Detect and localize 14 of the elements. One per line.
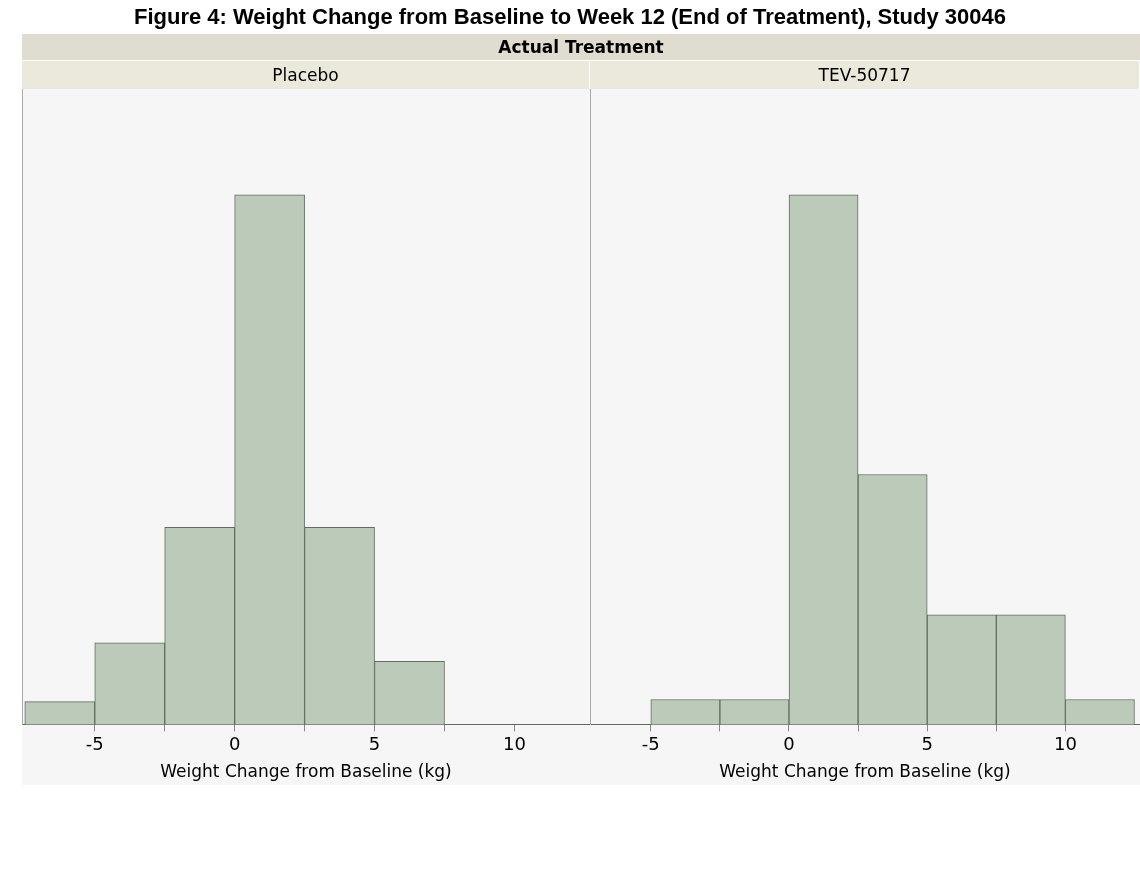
- x-axis-title: Weight Change from Baseline (kg): [718, 760, 1012, 783]
- x-tick-label: 0: [228, 732, 241, 754]
- x-tick-label: 10: [503, 732, 526, 754]
- x-axis-title: Weight Change from Baseline (kg): [159, 760, 453, 783]
- x-tick-label: -5: [641, 732, 660, 754]
- text: Figure 4: Weight Change from Baseline to Week 12 (End of Treatment), Study 30046: [132, 3, 1007, 31]
- chart-title: TEV-50717: [590, 61, 1140, 89]
- x-tick-label: 0: [783, 732, 795, 754]
- x-tick-label: 10: [1053, 732, 1077, 754]
- text: Actual Treatment: [22, 34, 1140, 61]
- x-tick-label: 5: [368, 732, 381, 754]
- chart-title: Placebo: [22, 61, 590, 89]
- x-tick-label: -5: [85, 732, 104, 754]
- x-tick-label: 5: [921, 732, 933, 754]
